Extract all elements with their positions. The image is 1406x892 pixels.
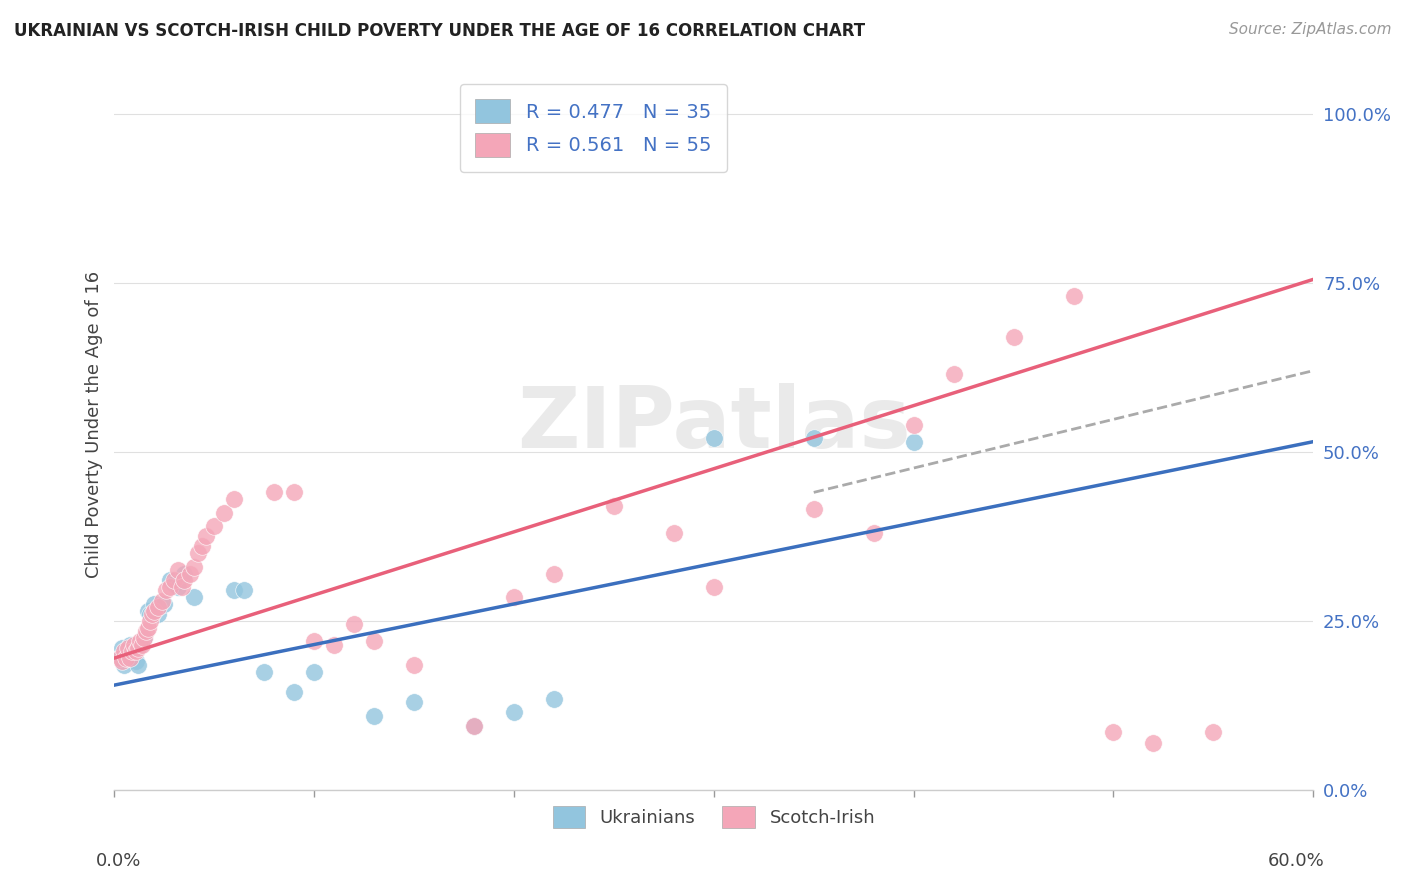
Point: [121, 644, 143, 658]
Point: [120, 638, 142, 652]
Point: [117, 640, 139, 655]
Text: 60.0%: 60.0%: [1268, 852, 1324, 870]
Point: [139, 607, 162, 621]
Point: [187, 546, 209, 560]
Point: [121, 651, 143, 665]
Point: [703, 431, 725, 445]
Text: ZIPatlas: ZIPatlas: [517, 384, 911, 467]
Point: [503, 705, 526, 719]
Point: [302, 665, 325, 679]
Point: [173, 574, 195, 588]
Point: [224, 583, 246, 598]
Point: [167, 563, 190, 577]
Point: [150, 593, 173, 607]
Point: [173, 566, 195, 581]
Point: [115, 651, 138, 665]
Point: [159, 574, 181, 588]
Point: [125, 644, 148, 658]
Point: [903, 417, 925, 432]
Point: [903, 434, 925, 449]
Point: [942, 367, 965, 381]
Point: [141, 607, 163, 621]
Point: [129, 634, 152, 648]
Point: [195, 529, 218, 543]
Point: [1002, 330, 1025, 344]
Point: [202, 519, 225, 533]
Point: [603, 499, 626, 513]
Point: [115, 648, 138, 662]
Point: [125, 655, 148, 669]
Point: [363, 708, 385, 723]
Point: [111, 640, 134, 655]
Point: [129, 638, 152, 652]
Point: [110, 651, 132, 665]
Point: [179, 566, 201, 581]
Point: [112, 644, 135, 658]
Point: [253, 665, 276, 679]
Point: [543, 691, 565, 706]
Point: [143, 604, 166, 618]
Point: [503, 590, 526, 604]
Point: [283, 685, 305, 699]
Point: [463, 719, 485, 733]
Point: [363, 634, 385, 648]
Point: [138, 621, 160, 635]
Point: [120, 651, 142, 665]
Point: [283, 485, 305, 500]
Point: [1102, 725, 1125, 739]
Point: [111, 655, 134, 669]
Point: [148, 600, 170, 615]
Point: [167, 580, 190, 594]
Point: [214, 506, 236, 520]
Point: [662, 525, 685, 540]
Y-axis label: Child Poverty Under the Age of 16: Child Poverty Under the Age of 16: [86, 271, 103, 578]
Point: [159, 580, 181, 594]
Point: [463, 719, 485, 733]
Point: [153, 597, 176, 611]
Point: [135, 624, 157, 638]
Point: [127, 640, 149, 655]
Point: [233, 583, 256, 598]
Point: [803, 502, 825, 516]
Point: [543, 566, 565, 581]
Point: [134, 631, 156, 645]
Point: [224, 492, 246, 507]
Legend: Ukrainians, Scotch-Irish: Ukrainians, Scotch-Irish: [546, 799, 882, 836]
Text: 0.0%: 0.0%: [96, 852, 141, 870]
Text: Source: ZipAtlas.com: Source: ZipAtlas.com: [1229, 22, 1392, 37]
Point: [127, 657, 149, 672]
Point: [117, 651, 139, 665]
Point: [138, 604, 160, 618]
Point: [124, 638, 146, 652]
Point: [263, 485, 285, 500]
Point: [155, 583, 177, 598]
Point: [112, 657, 135, 672]
Point: [323, 638, 346, 652]
Point: [1142, 735, 1164, 749]
Point: [404, 695, 426, 709]
Point: [172, 580, 194, 594]
Point: [302, 634, 325, 648]
Point: [163, 576, 186, 591]
Point: [110, 651, 132, 665]
Point: [124, 640, 146, 655]
Point: [803, 431, 825, 445]
Point: [163, 574, 186, 588]
Point: [191, 540, 214, 554]
Point: [183, 559, 205, 574]
Point: [134, 631, 156, 645]
Point: [183, 590, 205, 604]
Point: [148, 607, 170, 621]
Text: UKRAINIAN VS SCOTCH-IRISH CHILD POVERTY UNDER THE AGE OF 16 CORRELATION CHART: UKRAINIAN VS SCOTCH-IRISH CHILD POVERTY …: [14, 22, 865, 40]
Point: [143, 597, 166, 611]
Point: [862, 525, 884, 540]
Point: [343, 617, 366, 632]
Point: [1063, 289, 1085, 303]
Point: [404, 657, 426, 672]
Point: [1202, 725, 1225, 739]
Point: [131, 638, 153, 652]
Point: [139, 614, 162, 628]
Point: [703, 580, 725, 594]
